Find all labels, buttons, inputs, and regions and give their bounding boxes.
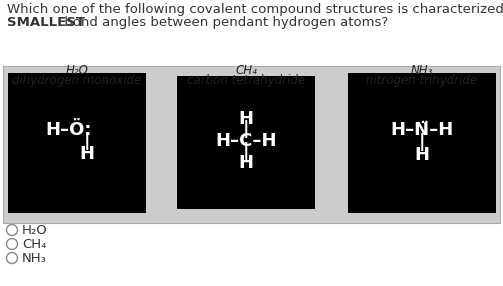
Text: |: | (243, 120, 249, 138)
Text: H: H (238, 154, 254, 172)
Bar (348, 73, 496, 213)
Text: dihydrogen monoxide: dihydrogen monoxide (12, 74, 142, 87)
Text: SMALLEST: SMALLEST (7, 16, 85, 29)
Text: |: | (84, 132, 90, 150)
Text: carbon tetrahydride: carbon tetrahydride (187, 74, 305, 87)
Text: bond angles between pendant hydrogen atoms?: bond angles between pendant hydrogen ato… (60, 16, 388, 29)
FancyBboxPatch shape (3, 66, 500, 223)
Text: CH₄: CH₄ (235, 64, 257, 77)
Text: H₂O: H₂O (22, 223, 48, 237)
Text: CH₄: CH₄ (22, 237, 46, 251)
Text: NH₃: NH₃ (22, 251, 47, 265)
Text: H–Ö:: H–Ö: (46, 121, 92, 139)
Text: Which one of the following covalent compound structures is characterized by the: Which one of the following covalent comp… (7, 3, 503, 16)
Bar (177, 76, 315, 209)
Text: |: | (243, 142, 249, 160)
Bar (8, 73, 146, 213)
Text: H: H (414, 146, 430, 164)
Text: H: H (238, 110, 254, 128)
Text: NH₃: NH₃ (411, 64, 433, 77)
Text: nitrogen trihydride: nitrogen trihydride (367, 74, 477, 87)
Text: H–N̈–H: H–N̈–H (390, 121, 454, 139)
Text: H–C–H: H–C–H (215, 132, 277, 150)
Text: H₂O: H₂O (65, 64, 89, 77)
Text: H: H (79, 145, 95, 163)
Text: |: | (419, 133, 425, 151)
